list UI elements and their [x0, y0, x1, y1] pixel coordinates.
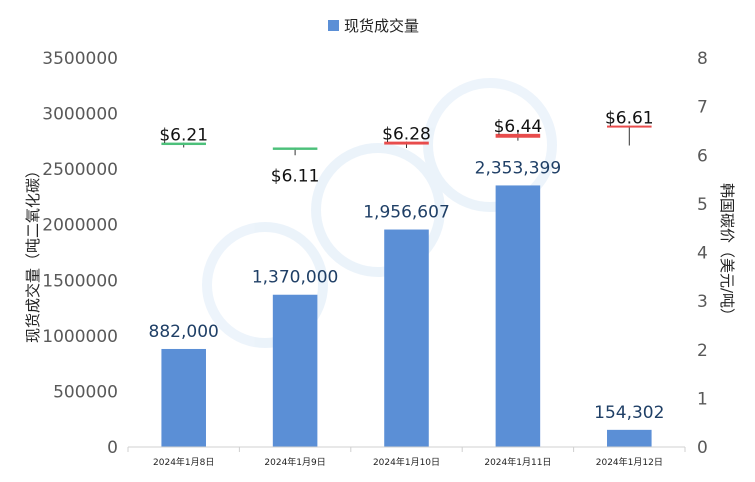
legend: 现货成交量 — [328, 17, 419, 35]
price-series: $6.21 $6.11 $6.28 $6.44 $6.61 — [159, 109, 653, 187]
y-axis-right-tick-label: 5 — [697, 195, 708, 215]
volume-bar-label: 154,302 — [594, 403, 664, 423]
volume-bar-label: 1,956,607 — [363, 203, 450, 223]
volume-bar — [161, 348, 206, 447]
y-axis-right-tick-label: 6 — [697, 146, 708, 166]
volume-bar-label: 882,000 — [149, 322, 219, 342]
x-axis-tick-label: 2024年1月12日 — [596, 456, 663, 468]
volume-bar — [272, 294, 318, 447]
watermark-logo — [202, 78, 557, 348]
y-axis-right-tick-label: 8 — [697, 49, 708, 69]
y-axis-left-title: 现货成交量（吨二氧化碳） — [24, 163, 42, 343]
price-label: $6.44 — [494, 117, 543, 137]
y-axis-left-tick-label: 3000000 — [42, 105, 118, 125]
y-axis-left-tick-label: 2000000 — [42, 216, 118, 236]
y-axis-right: 0 1 2 3 4 5 6 7 8 — [697, 49, 708, 458]
volume-bar-label: 2,353,399 — [475, 158, 562, 178]
legend-label: 现货成交量 — [344, 17, 419, 35]
y-axis-right-tick-label: 3 — [697, 292, 708, 312]
y-axis-left-tick-label: 1000000 — [42, 327, 118, 347]
y-axis-right-tick-label: 1 — [697, 389, 708, 409]
price-candle-body — [272, 147, 318, 150]
price-candle-body — [384, 141, 429, 145]
y-axis-right-title: 韩国碳价（美元/吨） — [718, 183, 736, 323]
y-axis-left-tick-label: 1500000 — [42, 271, 118, 291]
volume-bar-label: 1,370,000 — [252, 268, 339, 288]
x-axis: 2024年1月8日 2024年1月9日 2024年1月10日 2024年1月11日 20… — [127, 446, 686, 468]
price-label: $6.11 — [271, 166, 320, 186]
price-label: $6.61 — [605, 109, 654, 129]
volume-bar — [384, 229, 429, 447]
volume-bar — [495, 185, 541, 447]
y-axis-right-tick-label: 7 — [697, 98, 708, 118]
bar-series: 882,000 1,370,000 1,956,607 2,353,399 154,30… — [149, 158, 664, 447]
price-label: $6.28 — [382, 125, 431, 145]
y-axis-left: 0 500000 1000000 1500000 2000000 2500000 30000… — [42, 49, 118, 458]
y-axis-left-tick-label: 500000 — [53, 382, 118, 402]
y-axis-right-tick-label: 2 — [697, 341, 708, 361]
x-axis-tick-label: 2024年1月8日 — [153, 456, 214, 468]
y-axis-left-tick-label: 2500000 — [42, 160, 118, 180]
legend-swatch — [328, 20, 339, 31]
x-axis-tick-label: 2024年1月9日 — [264, 456, 325, 468]
y-axis-right-tick-label: 0 — [697, 438, 708, 458]
price-candle-body — [607, 125, 652, 128]
y-axis-left-tick-label: 0 — [107, 438, 118, 458]
y-axis-right-tick-label: 4 — [697, 244, 708, 264]
volume-bar — [607, 429, 652, 447]
x-axis-tick-label: 2024年1月11日 — [484, 456, 551, 468]
x-axis-tick-label: 2024年1月10日 — [373, 456, 440, 468]
price-candle-body — [161, 142, 206, 146]
price-label: $6.21 — [159, 126, 208, 146]
price-candle-body — [495, 133, 541, 138]
y-axis-left-tick-label: 3500000 — [42, 49, 118, 69]
